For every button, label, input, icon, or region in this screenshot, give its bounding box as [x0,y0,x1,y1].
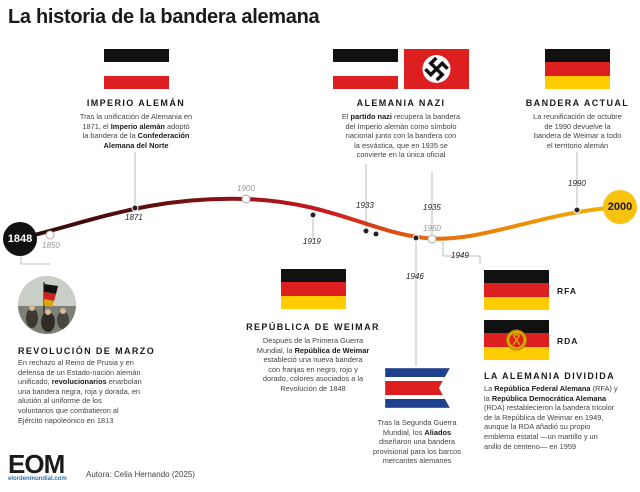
year-1919: 1919 [303,237,321,246]
year-1935: 1935 [423,203,441,212]
dividida-description: La República Federal Alemana (RFA) y la … [484,384,618,451]
year-1946: 1946 [406,272,424,281]
nazi-description: El partido nazi recupera la bandera del … [341,112,461,160]
logo-url: elordenmundial.com [8,476,67,482]
imperial-flag [104,49,169,89]
end-year-circle: 2000 [603,190,637,224]
end-year-label: 2000 [607,201,633,213]
year-1950: 1950 [423,224,441,233]
year-1949: 1949 [451,251,469,260]
allied-merchant-flag [385,368,450,408]
weimar-flag [281,269,346,309]
year-1990: 1990 [568,179,586,188]
rfa-label: RFA [557,286,577,296]
year-1850: 1850 [42,241,60,250]
page-title: La historia de la bandera alemana [8,6,320,28]
actual-heading: BANDERA ACTUAL [525,98,630,108]
dividida-heading: LA ALEMANIA DIVIDIDA [484,371,615,381]
marzo-description: En rechazo al Reino de Prusia y en defen… [18,358,142,425]
marzo-heading: REVOLUCIÓN DE MARZO [18,346,156,356]
rfa-flag [484,270,549,310]
aliados-description: Tras la Segunda Guerra Mundial, los Alia… [373,418,461,466]
nazi-era-imperial-flag [333,49,398,89]
rda-label: RDA [557,336,579,346]
nazi-swastika-flag-icon [404,49,469,89]
start-year-label: 1848 [7,233,33,245]
year-1933: 1933 [356,201,374,210]
weimar-heading: REPÚBLICA DE WEIMAR [246,322,380,332]
imperio-heading: IMPERIO ALEMÁN [86,98,186,108]
weimar-description: Después de la Primera Guerra Mundial, la… [256,336,370,393]
ddr-hammer-compass-emblem-icon [506,329,527,351]
actual-description: La reunificación de octubre de 1990 devu… [533,112,622,150]
rda-flag [484,320,549,360]
imperio-description: Tras la unificación de Alemania en 1871,… [79,112,193,150]
revolution-painting-icon [18,276,76,334]
eom-logo-icon[interactable]: EOM elordenmundial.com [8,449,67,483]
year-dots [45,194,581,244]
timeline-curve [21,196,621,241]
connector-lines [20,152,578,366]
nazi-heading: ALEMANIA NAZI [356,98,446,108]
current-german-flag [545,49,610,89]
year-1900: 1900 [237,184,255,193]
start-year-circle: 1848 [3,222,37,256]
year-1871: 1871 [125,213,143,222]
author-credit: Autora: Celia Hernando (2025) [86,470,195,479]
logo-letters: EOM [8,449,65,479]
